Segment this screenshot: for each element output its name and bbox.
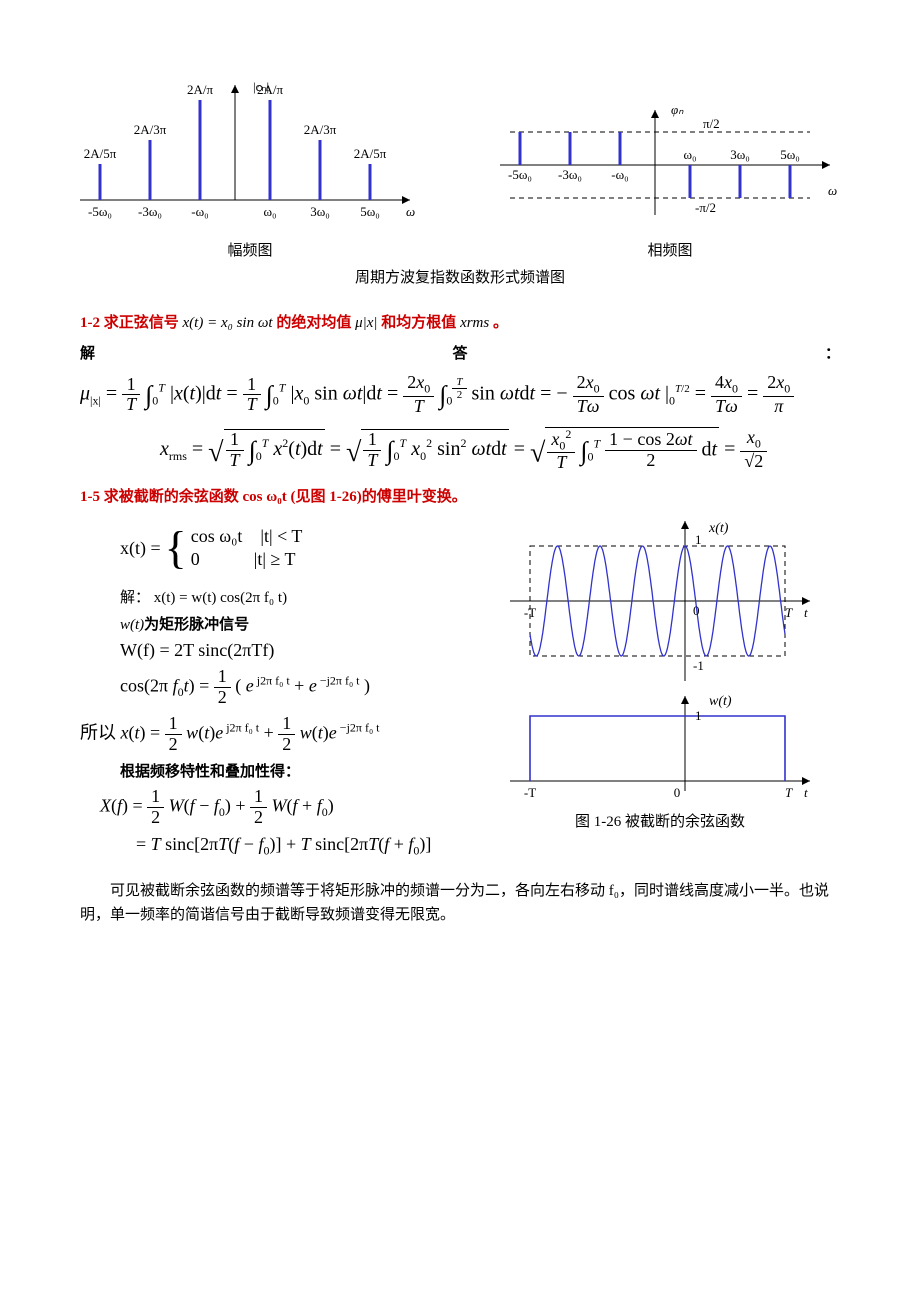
prob15-label: 1-5 <box>80 489 100 505</box>
solve-left: 解 <box>80 342 95 363</box>
line-7a: X(f) = 12 W(f − f0) + 12 W(f + f0) <box>100 787 460 828</box>
svg-text:-ω₀: -ω₀ <box>191 204 208 219</box>
svg-text:1: 1 <box>695 708 702 723</box>
svg-text:2A/5π: 2A/5π <box>354 146 387 161</box>
solve-row: 解 答 ： <box>80 342 840 363</box>
svg-text:2A/π: 2A/π <box>257 82 284 97</box>
line-4: cos(2π f0t) = 12 ( e j2π f₀ t + e −j2π f… <box>120 667 460 708</box>
l2-pre: w(t) <box>120 617 144 633</box>
conclusion-paragraph: 可见被截断余弦函数的频谱等于将矩形脉冲的频谱一分为二，各向左右移动 f₀，同时谱… <box>80 879 840 927</box>
line-3: W(f) = 2T sinc(2πTf) <box>120 640 460 661</box>
pw-c2l: 0 <box>191 549 200 569</box>
svg-text:2A/5π: 2A/5π <box>84 146 117 161</box>
line-2: w(t)为矩形脉冲信号 <box>120 613 460 634</box>
line-1: 解： x(t) = w(t) cos(2π f₀ t) <box>120 586 460 607</box>
prob12-t3: 和均方根值 <box>378 315 461 331</box>
svg-text:-3ω₀: -3ω₀ <box>558 167 582 182</box>
line-5: 所以 x(t) = 12 w(t)e j2π f₀ t + 12 w(t)e −… <box>80 714 460 755</box>
pw-c1l: cos ω₀t <box>191 526 243 546</box>
svg-text:w(t): w(t) <box>709 694 732 709</box>
fig-caption: 图 1-26 被截断的余弦函数 <box>480 810 840 831</box>
svg-text:ω: ω <box>406 204 415 219</box>
prob12-s2: xrms <box>460 315 489 331</box>
solve-right: ： <box>825 342 840 363</box>
l5-pre: 所以 <box>80 722 121 742</box>
svg-text:2A/3π: 2A/3π <box>134 122 167 137</box>
line-7b: = T sinc[2πT(f − f0)] + T sinc[2πT(f + f… <box>136 834 460 859</box>
svg-text:2A/π: 2A/π <box>187 82 214 97</box>
svg-text:-5ω₀: -5ω₀ <box>508 167 532 182</box>
svg-text:t: t <box>804 785 808 800</box>
amplitude-chart-svg: |cₙ|ω-5ω₀2A/5π-3ω₀2A/3π-ω₀2A/πω₀2A/π3ω₀2… <box>80 80 420 230</box>
solve-mid: 答 <box>452 342 467 363</box>
prob12-t2: 的绝对均值 <box>273 315 356 331</box>
phase-spectrum: φₙ ω π/2 -π/2 -5ω₀ -3ω₀ -ω₀ ω₀ 3ω₀ 5ω₀ 相频图 <box>500 100 840 260</box>
left-derivation: x(t) = { cos ω₀t |t| < T 0 |t| ≥ T 解： x(… <box>80 516 460 864</box>
svg-text:-T: -T <box>524 605 536 620</box>
truncated-cos-chart: x(t) 1 -1 -T 0 Tt <box>510 516 810 686</box>
figure-1-26: x(t) 1 -1 -T 0 Tt w(t) 1 -T 0 Tt 图 1-26 被截断的余弦函数 <box>480 516 840 831</box>
equation-mu: μ|x| = 1T ∫0T |x(t)|dt = 1T ∫0T |x0 sin … <box>80 373 840 417</box>
prob12-t4: 。 <box>489 315 508 331</box>
svg-text:-ω₀: -ω₀ <box>611 167 628 182</box>
phase-chart-svg: φₙ ω π/2 -π/2 -5ω₀ -3ω₀ -ω₀ ω₀ 3ω₀ 5ω₀ <box>500 100 840 230</box>
amp-caption: 幅频图 <box>80 239 420 260</box>
svg-text:ω₀: ω₀ <box>683 147 696 162</box>
svg-text:φₙ: φₙ <box>671 102 684 117</box>
l6-text: 根据频移特性和叠加性得： <box>120 764 300 780</box>
prob12-label: 1-2 <box>80 315 100 331</box>
prob12-eq: x(t) = x₀ sin ωt <box>183 315 273 331</box>
svg-text:-1: -1 <box>693 658 704 673</box>
equation-rms: xrms = √ 1T ∫0T x2(t)dt = √ 1T ∫0T x02 s… <box>160 427 840 474</box>
l2-cn: 为矩形脉冲信号 <box>144 617 249 633</box>
svg-text:2A/3π: 2A/3π <box>304 122 337 137</box>
svg-text:3ω₀: 3ω₀ <box>310 204 330 219</box>
problem-1-2-heading: 1-2 求正弦信号 x(t) = x₀ sin ωt 的绝对均值 μ|x| 和均… <box>80 311 840 332</box>
problem-1-5-heading: 1-5 求被截断的余弦函数 cos ω₀t (见图 1-26)的傅里叶变换。 <box>80 485 840 506</box>
prob15-text: 求被截断的余弦函数 cos ω₀t (见图 1-26)的傅里叶变换。 <box>100 489 467 505</box>
svg-text:1: 1 <box>695 532 702 547</box>
problem-1-5-body: x(t) = { cos ω₀t |t| < T 0 |t| ≥ T 解： x(… <box>80 516 840 864</box>
svg-text:-T: -T <box>524 785 536 800</box>
phase-caption: 相频图 <box>500 239 840 260</box>
svg-text:ω₀: ω₀ <box>263 204 276 219</box>
svg-text:π/2: π/2 <box>703 116 720 131</box>
conclusion-text: 可见被截断余弦函数的频谱等于将矩形脉冲的频谱一分为二，各向左右移动 f₀，同时谱… <box>80 883 829 923</box>
prob12-t1: 求正弦信号 <box>100 315 183 331</box>
prob12-s1: μ|x| <box>355 315 377 331</box>
l1-text: 解： x(t) = w(t) cos(2π f₀ t) <box>120 590 287 606</box>
svg-text:t: t <box>804 605 808 620</box>
rect-window-chart: w(t) 1 -T 0 Tt <box>510 691 810 801</box>
svg-text:3ω₀: 3ω₀ <box>730 147 750 162</box>
svg-text:0: 0 <box>693 603 700 618</box>
spectra-main-caption: 周期方波复指数函数形式频谱图 <box>80 266 840 287</box>
svg-text:0: 0 <box>674 785 681 800</box>
amplitude-spectrum: |cₙ|ω-5ω₀2A/5π-3ω₀2A/3π-ω₀2A/πω₀2A/π3ω₀2… <box>80 80 420 260</box>
svg-text:-5ω₀: -5ω₀ <box>88 204 112 219</box>
spectra-row: |cₙ|ω-5ω₀2A/5π-3ω₀2A/3π-ω₀2A/πω₀2A/π3ω₀2… <box>80 80 840 260</box>
line-6: 根据频移特性和叠加性得： <box>120 760 460 781</box>
svg-text:-3ω₀: -3ω₀ <box>138 204 162 219</box>
svg-text:T: T <box>785 785 793 800</box>
pw-lhs: x(t) = <box>120 538 161 559</box>
svg-text:-π/2: -π/2 <box>695 200 716 215</box>
svg-text:T: T <box>785 605 793 620</box>
svg-text:ω: ω <box>828 183 837 198</box>
svg-text:5ω₀: 5ω₀ <box>360 204 380 219</box>
pw-c2r: |t| ≥ T <box>254 549 296 569</box>
pw-c1r: |t| < T <box>260 526 302 546</box>
svg-text:x(t): x(t) <box>708 521 729 536</box>
brace-icon: { <box>165 530 187 567</box>
svg-text:5ω₀: 5ω₀ <box>780 147 800 162</box>
piecewise-def: x(t) = { cos ω₀t |t| < T 0 |t| ≥ T <box>120 524 460 572</box>
